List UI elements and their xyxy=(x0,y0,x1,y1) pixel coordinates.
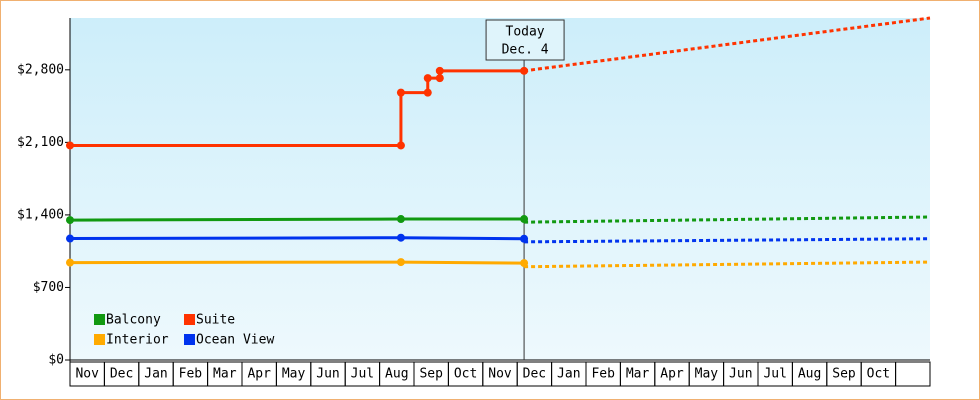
point xyxy=(66,141,74,150)
x-tick-label: Jun xyxy=(729,367,752,382)
point xyxy=(396,88,405,97)
x-tick-label: Oct xyxy=(454,367,477,382)
x-tick-label: Jul xyxy=(351,367,374,382)
legend-swatch xyxy=(94,334,105,345)
plot-area xyxy=(70,18,930,360)
x-tick-label: Jul xyxy=(763,367,786,382)
legend-label: Interior xyxy=(106,333,169,348)
x-tick-label: Jan xyxy=(144,367,167,382)
point xyxy=(520,234,529,243)
forecast-line xyxy=(523,16,931,73)
point xyxy=(66,216,74,225)
x-tick-label: Mar xyxy=(213,367,237,382)
point xyxy=(423,88,432,97)
y-tick-label: $0 xyxy=(48,353,64,368)
x-tick-label: Dec xyxy=(110,367,133,382)
x-tick-label: Apr xyxy=(660,367,684,382)
x-tick-label: Aug xyxy=(385,367,408,382)
point xyxy=(520,215,529,224)
today-box xyxy=(485,19,565,61)
x-tick-label: Sep xyxy=(832,367,856,382)
x-tick-label: Feb xyxy=(179,367,203,382)
legend-swatch xyxy=(184,314,195,325)
x-tick-label: Nov xyxy=(75,367,99,382)
y-tick-label: $700 xyxy=(33,280,64,295)
line xyxy=(69,260,525,265)
y-tick-label: $2,100 xyxy=(17,135,64,150)
x-tick-label: Jan xyxy=(557,367,580,382)
legend-label: Suite xyxy=(196,313,235,328)
point xyxy=(66,258,74,267)
y-tick-label: $1,400 xyxy=(17,207,64,222)
line xyxy=(69,217,525,222)
today-label: Today xyxy=(506,25,545,40)
legend-label: Ocean View xyxy=(196,333,274,348)
y-tick-label: $2,800 xyxy=(17,62,64,77)
point xyxy=(396,258,405,267)
point xyxy=(520,259,529,268)
legend-swatch xyxy=(184,334,195,345)
forecast-line xyxy=(524,260,931,269)
forecast-line xyxy=(524,237,931,244)
point xyxy=(435,74,444,83)
x-tick-label: Aug xyxy=(798,367,821,382)
point xyxy=(435,66,444,75)
point xyxy=(66,234,74,243)
point xyxy=(396,141,405,150)
x-tick-label: Oct xyxy=(867,367,890,382)
x-tick-label: Mar xyxy=(626,367,650,382)
today-label: Dec. 4 xyxy=(502,43,549,58)
x-tick-label: Dec xyxy=(523,367,546,382)
point xyxy=(423,74,432,83)
legend-label: Balcony xyxy=(106,313,161,328)
point xyxy=(520,66,529,75)
forecast-line xyxy=(524,215,931,224)
x-tick-label: Jun xyxy=(316,367,339,382)
point xyxy=(396,215,405,224)
x-tick-label: May xyxy=(282,367,306,382)
x-tick-label: Sep xyxy=(419,367,443,382)
x-tick-label: Nov xyxy=(488,367,512,382)
x-tick-label: May xyxy=(695,367,719,382)
x-tick-label: Apr xyxy=(247,367,271,382)
x-cell xyxy=(895,361,931,387)
x-tick-label: Feb xyxy=(591,367,615,382)
legend-swatch xyxy=(94,314,105,325)
point xyxy=(396,233,405,242)
line xyxy=(69,236,525,241)
